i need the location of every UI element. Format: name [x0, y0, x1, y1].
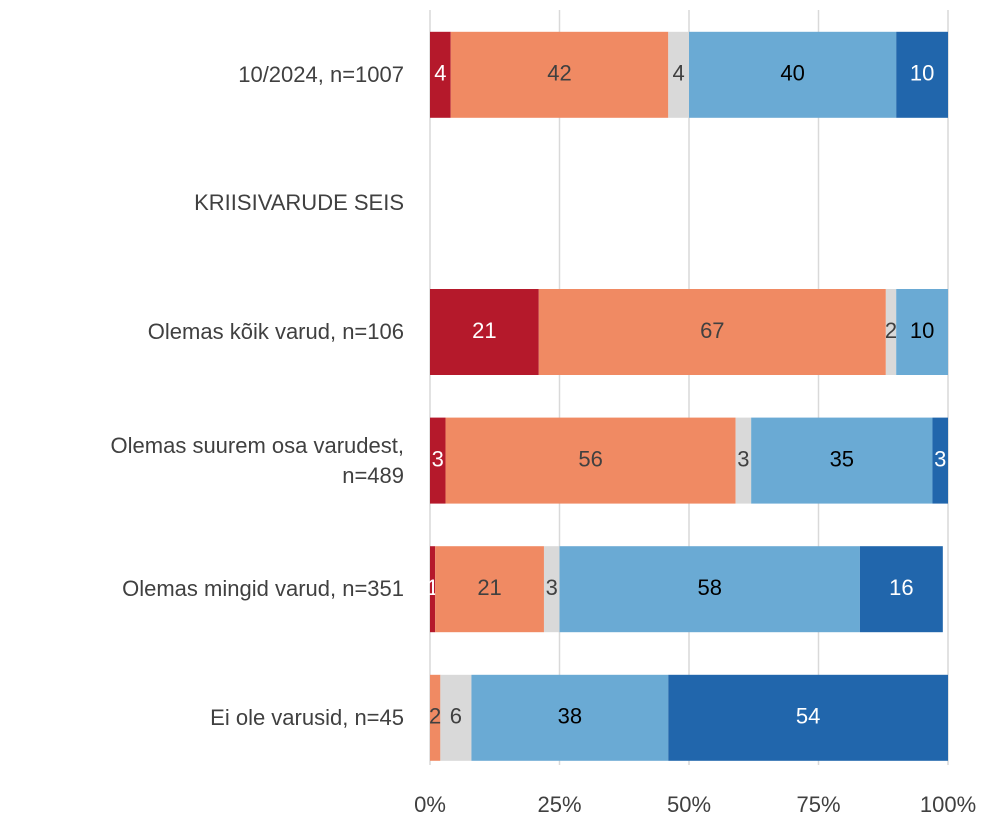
data-label: 10: [910, 318, 934, 343]
bar-segment: [668, 31, 689, 118]
data-label: 3: [432, 446, 444, 471]
x-tick-label: 50%: [667, 792, 711, 817]
data-label: 4: [434, 61, 446, 86]
category-label: Olemas mingid varud, n=351: [122, 576, 404, 602]
data-label: 6: [450, 704, 462, 729]
x-tick-label: 0%: [414, 792, 446, 817]
bar-segment: [435, 546, 544, 633]
data-label: 3: [546, 575, 558, 600]
bar-segment: [896, 31, 948, 118]
data-label: 40: [780, 61, 804, 86]
bar-segment: [430, 417, 446, 504]
category-label: Ei ole varusid, n=45: [210, 704, 404, 730]
data-label: 10: [910, 61, 934, 86]
bar-segment: [430, 546, 436, 633]
bar-segment: [430, 31, 451, 118]
bar-segment: [440, 674, 472, 761]
x-tick-label: 100%: [920, 792, 976, 817]
bar-segment: [430, 289, 539, 375]
bar-segment: [751, 417, 933, 504]
bar-segment: [471, 674, 669, 761]
data-label: 21: [472, 318, 496, 343]
data-label: 2: [429, 704, 441, 729]
data-label: 58: [697, 575, 721, 600]
data-label: 54: [796, 704, 820, 729]
bar-segment: [932, 417, 948, 504]
data-label: 2: [885, 318, 897, 343]
bar-segment: [689, 31, 897, 118]
data-label: 42: [547, 61, 571, 86]
category-label: Olemas kõik varud, n=106: [147, 319, 404, 344]
data-label: 4: [673, 61, 685, 86]
bar-segment: [668, 674, 948, 761]
bar-segment: [735, 417, 752, 504]
category-label: KRIISIVARUDE SEIS: [194, 190, 404, 216]
bar-segment: [896, 289, 948, 375]
data-label: 35: [830, 446, 854, 471]
bar-segment: [430, 674, 441, 761]
bar-segment: [885, 289, 897, 375]
bar-segment: [559, 546, 860, 633]
x-tick-label: 25%: [537, 792, 581, 817]
data-label: 3: [737, 446, 749, 471]
bar-segment: [538, 289, 886, 375]
data-label: 3: [934, 446, 946, 471]
x-tick-label: 75%: [796, 792, 840, 817]
bar-segment: [859, 546, 943, 633]
category-label: Olemas suurem osa varudest, n=489: [110, 432, 404, 488]
data-label: 56: [578, 446, 602, 471]
data-label: 16: [889, 575, 913, 600]
data-label: 38: [558, 704, 582, 729]
bar-segment: [450, 31, 669, 118]
data-label: 21: [477, 575, 501, 600]
bar-segment: [445, 417, 736, 504]
data-label: 67: [700, 318, 724, 343]
bar-segment: [543, 546, 560, 633]
category-label: 10/2024, n=1007: [238, 61, 404, 87]
